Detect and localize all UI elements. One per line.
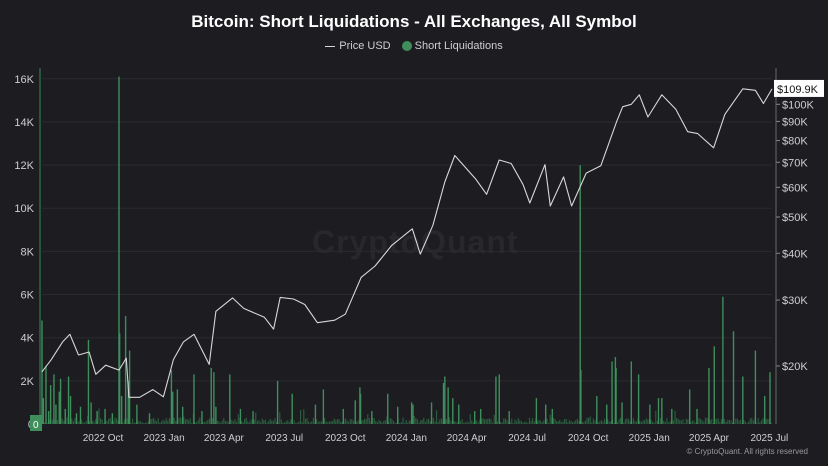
- right-axis-tick-label: $20K: [782, 361, 808, 373]
- right-axis-tick-label: $30K: [782, 295, 808, 307]
- left-axis-tick-label: 6K: [21, 290, 35, 302]
- x-axis-tick-label: 2024 Oct: [568, 433, 609, 444]
- left-axis-tick-label: 12K: [14, 160, 34, 172]
- current-liquidation-label: 0: [33, 420, 39, 431]
- right-axis-tick-label: $40K: [782, 248, 808, 260]
- price-line-layer: [41, 88, 773, 398]
- left-axis-tick-label: 16K: [14, 74, 34, 86]
- x-axis-tick-label: 2024 Jul: [508, 433, 546, 444]
- current-liquidation-box: [30, 415, 42, 431]
- right-axis-tick-label: $90K: [782, 116, 808, 128]
- legend-item-liquidations[interactable]: Short Liquidations: [401, 40, 503, 53]
- price-usd-line: [41, 88, 773, 398]
- axes-layer: 0 2K 4K 6K 8K 10K 12K 14K 16K $20K $30K $40K $50K $60…: [14, 68, 824, 444]
- x-axis-tick-label: 2025 Apr: [689, 433, 730, 444]
- left-axis-tick-label: 14K: [14, 117, 34, 129]
- current-price-box: [774, 79, 824, 97]
- legend-label-liquidations: Short Liquidations: [414, 40, 503, 53]
- legend-dot-swatch: [401, 41, 412, 52]
- left-axis-tick-label: 4K: [21, 333, 35, 345]
- copyright-text: © CryptoQuant. All rights reserved: [686, 447, 809, 456]
- legend-label-price: Price USD: [339, 40, 391, 53]
- grid-layer: [42, 78, 772, 382]
- x-axis-tick-label: 2023 Jul: [265, 433, 303, 444]
- legend-item-price[interactable]: Price USD: [325, 40, 391, 53]
- current-price-label: $109.9K: [777, 84, 819, 96]
- x-axis-tick-label: 2022 Oct: [83, 433, 124, 444]
- x-axis-tick-label: 2025 Jul: [750, 433, 788, 444]
- x-axis-tick-label: 2024 Apr: [447, 433, 488, 444]
- left-axis-tick-label: 8K: [21, 246, 35, 258]
- legend-line-swatch: [325, 45, 336, 47]
- right-axis-tick-label: $80K: [782, 136, 808, 148]
- x-axis-tick-label: 2023 Oct: [325, 433, 366, 444]
- x-axis-tick-label: 2023 Jan: [144, 433, 185, 444]
- right-axis-tick-label: $60K: [782, 182, 808, 194]
- watermark: CryptoQuant: [312, 224, 519, 260]
- x-axis-tick-label: 2024 Jan: [386, 433, 427, 444]
- chart-title: Bitcoin: Short Liquidations - All Exchan…: [191, 12, 637, 31]
- right-axis-tick-label: $70K: [782, 157, 808, 169]
- short-liquidations-bars: [41, 76, 772, 424]
- right-axis-tick-label: $50K: [782, 212, 808, 224]
- x-axis-tick-label: 2025 Jan: [629, 433, 670, 444]
- right-axis-tick-label: $100K: [782, 99, 814, 111]
- left-axis-tick-label: 2K: [21, 376, 35, 388]
- x-axis-tick-label: 2023 Apr: [204, 433, 245, 444]
- legend[interactable]: Price USD Short Liquidations: [0, 40, 828, 52]
- left-axis-tick-label: 10K: [14, 203, 34, 215]
